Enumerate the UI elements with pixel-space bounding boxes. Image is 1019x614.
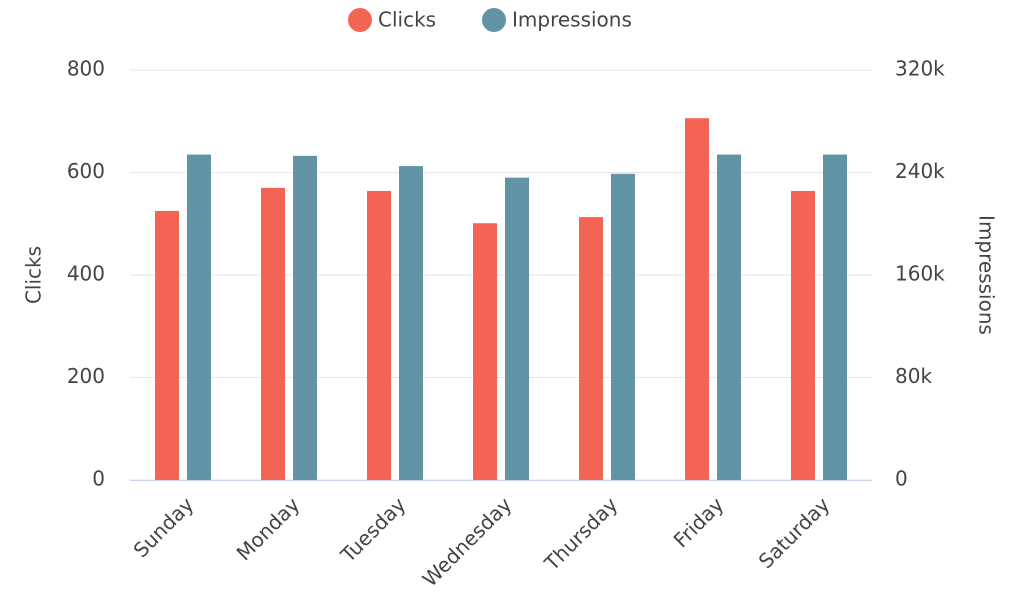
bar bbox=[717, 154, 741, 480]
x-tick-label: Saturday bbox=[754, 492, 835, 573]
y-tick-label: 0 bbox=[92, 467, 105, 491]
bar bbox=[367, 190, 391, 480]
y-axis-title: Clicks bbox=[22, 246, 46, 304]
legend-label: Impressions bbox=[512, 8, 632, 32]
bar bbox=[579, 217, 603, 480]
bar bbox=[293, 155, 317, 480]
y2-axis-title: Impressions bbox=[975, 215, 999, 335]
bar bbox=[473, 223, 497, 481]
bar bbox=[823, 154, 847, 480]
bar bbox=[155, 210, 179, 480]
y2-tick-label: 320k bbox=[895, 57, 945, 81]
legend-label: Clicks bbox=[378, 8, 436, 32]
y2-tick-label: 240k bbox=[895, 159, 945, 183]
bar bbox=[505, 177, 529, 480]
bar bbox=[187, 154, 211, 480]
x-tick-label: Wednesday bbox=[418, 492, 517, 591]
y-tick-label: 600 bbox=[67, 159, 105, 183]
bar bbox=[399, 166, 423, 480]
bar bbox=[261, 187, 285, 480]
bar bbox=[685, 118, 709, 481]
y-tick-label: 200 bbox=[67, 364, 105, 388]
y2-tick-label: 80k bbox=[895, 364, 932, 388]
bar bbox=[791, 190, 815, 480]
y-tick-label: 400 bbox=[67, 262, 105, 286]
y2-tick-label: 160k bbox=[895, 262, 945, 286]
x-tick-label: Friday bbox=[669, 492, 729, 552]
y2-tick-label: 0 bbox=[895, 467, 908, 491]
legend-marker bbox=[482, 8, 506, 32]
x-tick-label: Thursday bbox=[539, 492, 623, 576]
x-tick-label: Monday bbox=[232, 492, 305, 565]
x-tick-label: Sunday bbox=[129, 492, 199, 562]
legend-marker bbox=[348, 8, 372, 32]
bar bbox=[611, 173, 635, 480]
x-tick-label: Tuesday bbox=[335, 492, 410, 567]
y-tick-label: 800 bbox=[67, 57, 105, 81]
